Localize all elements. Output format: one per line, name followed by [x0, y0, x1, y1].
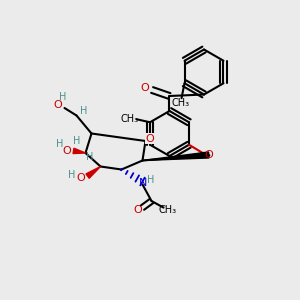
Polygon shape [142, 152, 209, 160]
Text: CH₃: CH₃ [172, 98, 190, 108]
Text: H: H [86, 152, 94, 163]
Text: H: H [74, 136, 81, 146]
Text: O: O [62, 146, 71, 156]
Polygon shape [86, 167, 100, 178]
Text: O: O [204, 150, 213, 160]
Text: O: O [76, 173, 85, 183]
Text: N: N [139, 178, 147, 188]
Text: O: O [140, 83, 149, 94]
Text: H: H [80, 106, 88, 116]
Text: H: H [56, 139, 64, 149]
Text: O: O [53, 100, 62, 110]
Text: H: H [147, 175, 155, 185]
Text: O: O [146, 134, 154, 144]
Text: O: O [133, 205, 142, 215]
Text: H: H [68, 170, 76, 180]
Polygon shape [73, 148, 85, 154]
Text: CH₃: CH₃ [159, 205, 177, 215]
Text: H: H [59, 92, 67, 103]
Text: CH₃: CH₃ [121, 114, 139, 124]
